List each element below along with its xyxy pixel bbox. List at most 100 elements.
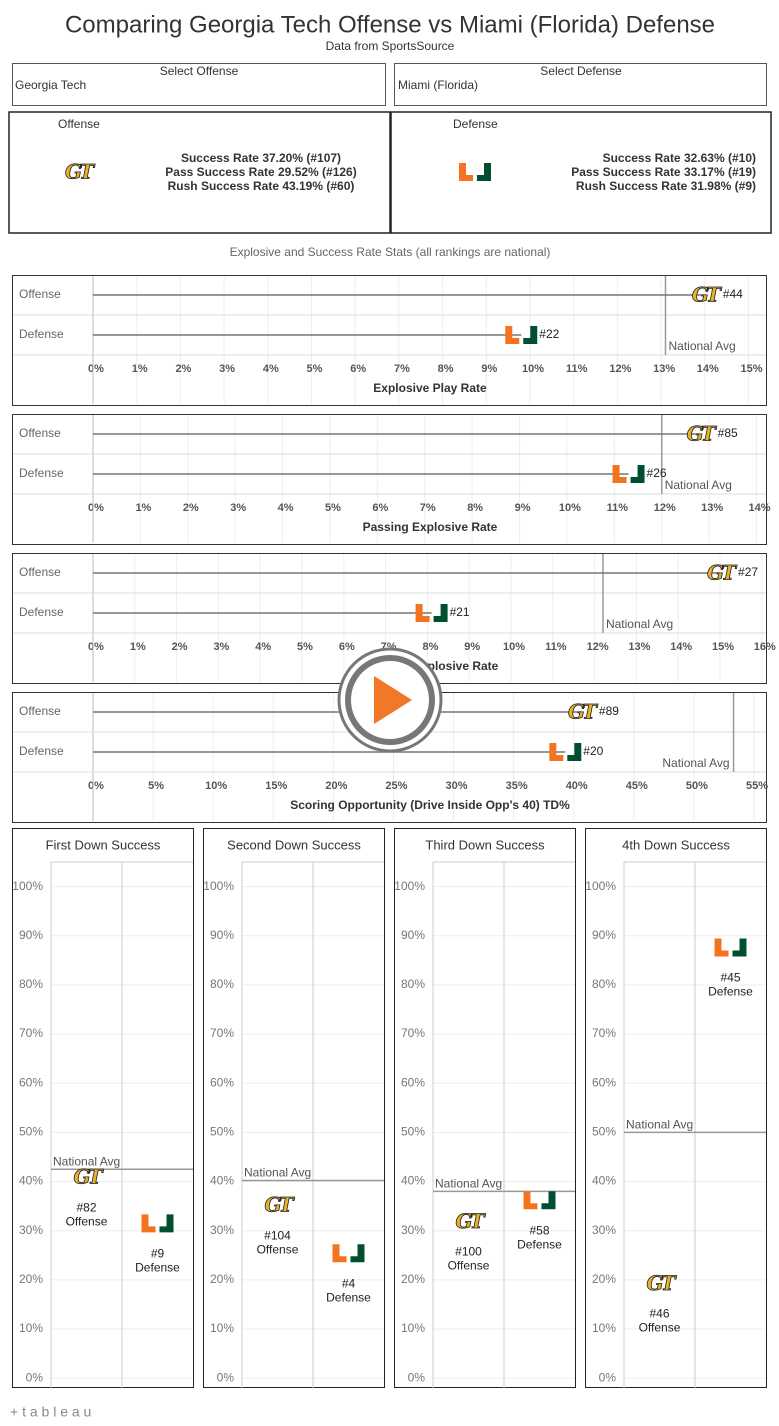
x-tick-label: 0% — [88, 363, 104, 375]
rank-label: #58 — [529, 1223, 549, 1237]
u-logo — [612, 465, 645, 483]
x-axis-title: Passing Explosive Rate — [363, 520, 498, 534]
rank-label: #100 — [455, 1245, 482, 1259]
x-tick-label: 14% — [749, 502, 771, 514]
play-triangle[interactable] — [374, 676, 412, 724]
chart-title: Third Down Success — [425, 837, 545, 852]
y-tick-label: 70% — [592, 1026, 616, 1040]
x-tick-label: 20% — [325, 780, 347, 792]
x-tick-label: 0% — [88, 780, 104, 792]
x-tick-label: 1% — [135, 502, 151, 514]
x-tick-label: 0% — [88, 641, 104, 653]
x-tick-label: 1% — [130, 641, 146, 653]
x-tick-label: 6% — [350, 363, 366, 375]
charts: 0% 1% 2% 3% 4% 5% 6% 7% 8% 9% 10% 11% 12% 13% 14% 15% Na… — [12, 275, 776, 1388]
category-label: Offense — [257, 1242, 299, 1256]
category-label: Defense — [708, 985, 753, 999]
u-right — [630, 465, 645, 483]
offense-selector[interactable] — [12, 63, 386, 106]
u-right — [350, 1244, 365, 1263]
x-tick-label: 5% — [307, 363, 323, 375]
stat-line: Pass Success Rate 29.52% (#126) — [165, 165, 356, 179]
subtitle: Data from SportsSource — [326, 39, 455, 53]
rank-label: #85 — [718, 426, 738, 440]
category-label: Offense — [66, 1214, 108, 1228]
chart-frame — [585, 828, 767, 1388]
y-tick-label: 30% — [19, 1223, 43, 1237]
y-tick-label: 100% — [203, 879, 234, 893]
stat-line: Pass Success Rate 33.17% (#19) — [571, 165, 756, 179]
rank-label: #27 — [738, 565, 758, 579]
u-right — [541, 1191, 556, 1210]
panel-label: Defense — [453, 117, 498, 131]
y-tick-label: 20% — [592, 1272, 616, 1286]
x-tick-label: 45% — [626, 780, 648, 792]
x-tick-label: 8% — [438, 363, 454, 375]
x-tick-label: 7% — [394, 363, 410, 375]
category-label: Defense — [135, 1260, 180, 1274]
x-tick-label: 14% — [697, 363, 719, 375]
y-tick-label: 10% — [19, 1321, 43, 1335]
rank-label: #20 — [583, 744, 603, 758]
u-right — [433, 604, 448, 622]
x-tick-label: 3% — [219, 363, 235, 375]
x-axis-title: Scoring Opportunity (Drive Inside Opp's … — [290, 798, 570, 812]
x-tick-label: 16% — [754, 641, 776, 653]
row-label: Defense — [19, 466, 64, 480]
x-tick-label: 9% — [481, 363, 497, 375]
section-title: Explosive and Success Rate Stats (all ra… — [230, 245, 551, 259]
x-axis-title: Explosive Play Rate — [373, 381, 487, 395]
reference-label: National Avg — [53, 1154, 120, 1168]
u-right — [477, 163, 491, 181]
footer-logo[interactable]: + t a b l e a u — [10, 1404, 91, 1420]
x-tick-label: 12% — [654, 502, 676, 514]
reference-label: National Avg — [606, 617, 673, 631]
y-tick-label: 70% — [401, 1026, 425, 1040]
play-button[interactable] — [337, 647, 443, 753]
chart-frame — [203, 828, 385, 1388]
x-tick-label: 10% — [503, 641, 525, 653]
reference-label: National Avg — [435, 1177, 502, 1191]
y-tick-label: 80% — [19, 977, 43, 991]
rank-label: #82 — [76, 1200, 96, 1214]
x-tick-label: 14% — [670, 641, 692, 653]
rank-label: #4 — [342, 1276, 356, 1290]
y-tick-label: 90% — [401, 928, 425, 942]
y-tick-label: 0% — [408, 1370, 426, 1384]
selector-value[interactable]: Georgia Tech — [15, 78, 86, 92]
y-tick-label: 0% — [599, 1370, 617, 1384]
x-tick-label: 2% — [183, 502, 199, 514]
chart-title: 4th Down Success — [622, 837, 730, 852]
x-tick-label: 9% — [464, 641, 480, 653]
x-tick-label: 6% — [372, 502, 388, 514]
x-tick-label: 12% — [609, 363, 631, 375]
u-left — [459, 163, 473, 181]
x-tick-label: 50% — [686, 780, 708, 792]
y-tick-label: 20% — [401, 1272, 425, 1286]
u-right — [567, 743, 582, 761]
defense-selector[interactable] — [394, 63, 767, 106]
x-tick-label: 2% — [175, 363, 191, 375]
y-tick-label: 10% — [592, 1321, 616, 1335]
x-tick-label: 13% — [701, 502, 723, 514]
selector-value[interactable]: Miami (Florida) — [398, 78, 478, 92]
y-tick-label: 90% — [210, 928, 234, 942]
x-tick-label: 40% — [566, 780, 588, 792]
y-tick-label: 60% — [19, 1075, 43, 1089]
reference-label: National Avg — [668, 339, 735, 353]
chart-frame — [12, 828, 194, 1388]
reference-label: National Avg — [665, 478, 732, 492]
x-tick-label: 5% — [325, 502, 341, 514]
y-tick-label: 90% — [19, 928, 43, 942]
y-tick-label: 80% — [210, 977, 234, 991]
u-left — [141, 1214, 156, 1233]
x-tick-label: 13% — [653, 363, 675, 375]
u-left — [415, 604, 430, 622]
rank-label: #46 — [649, 1306, 669, 1320]
x-tick-label: 10% — [522, 363, 544, 375]
reference-label: National Avg — [662, 756, 729, 770]
x-tick-label: 5% — [297, 641, 313, 653]
x-tick-label: 55% — [746, 780, 768, 792]
y-tick-label: 0% — [26, 1370, 44, 1384]
